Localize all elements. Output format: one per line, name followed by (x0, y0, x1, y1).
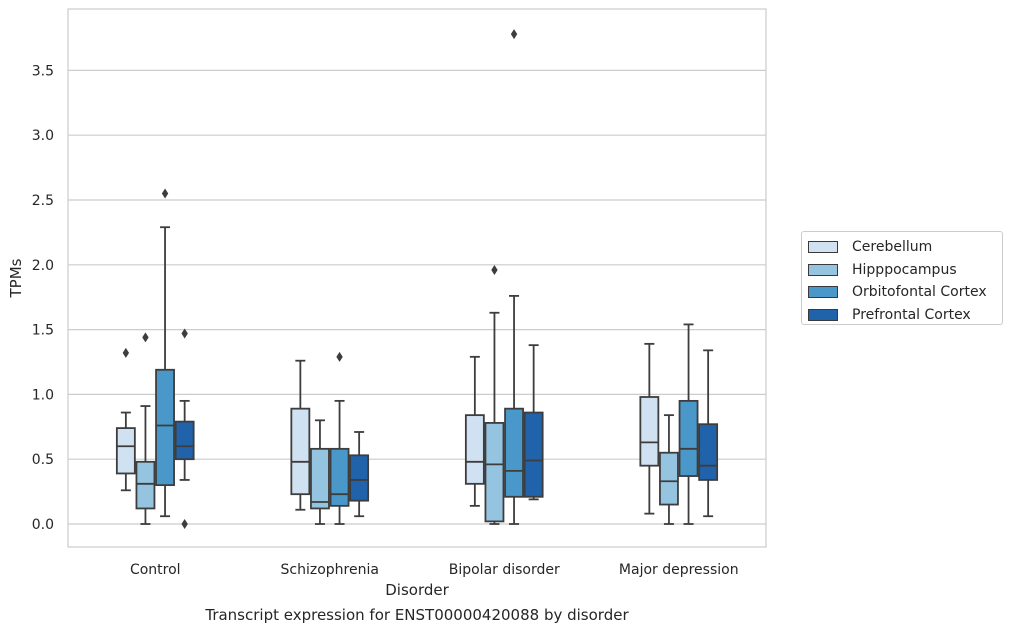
outlier-point (161, 188, 169, 199)
outlier-point (122, 347, 130, 358)
legend-item-orbitofrontal-cortex: Orbitofontal Cortex (808, 281, 1002, 304)
outlier-point (336, 351, 343, 362)
legend-swatch-hippocampus (808, 263, 838, 276)
outlier-point (491, 264, 498, 275)
x-tick-label: Bipolar disorder (449, 562, 560, 578)
box-hipppocampus-major-depression (659, 414, 679, 525)
outlier-point (142, 332, 149, 343)
plot-frame (67, 8, 767, 548)
box-body (115, 427, 136, 475)
y-tick-label: 1.0 (32, 387, 54, 403)
box-prefrontal-cortex-schizophrenia (349, 431, 370, 518)
box-body (174, 420, 195, 461)
box-prefrontal-cortex-control (174, 328, 195, 529)
box-body (290, 407, 311, 496)
box-orbitofontal-cortex-major-depression (678, 323, 699, 525)
chart-caption: Transcript expression for ENST0000042008… (205, 606, 629, 624)
box-prefrontal-cortex-major-depression (698, 349, 719, 518)
x-axis-label: Disorder (385, 581, 449, 599)
y-tick-label: 2.5 (32, 193, 54, 209)
box-body (135, 460, 156, 510)
box-orbitofontal-cortex-control (155, 188, 175, 518)
x-axis-ticks: Control Schizophrenia Bipolar disorder Majo… (130, 562, 739, 578)
box-cerebellum-schizophrenia (290, 359, 311, 511)
box-body (659, 451, 679, 506)
box-cerebellum-control (115, 347, 136, 492)
x-tick-label: Schizophrenia (281, 562, 379, 578)
legend-item-cerebellum: Cerebellum (808, 236, 1002, 259)
box-cerebellum-bipolar-disorder (464, 355, 485, 507)
y-tick-label: 3.0 (32, 128, 54, 144)
box-body (310, 447, 330, 510)
box-body (349, 454, 370, 502)
legend: Cerebellum Hipppocampus Orbitofontal Cor… (801, 231, 1003, 325)
y-axis-label: TPMs (7, 258, 25, 298)
legend-item-hippocampus: Hipppocampus (808, 259, 1002, 282)
box-hipppocampus-control (135, 332, 156, 525)
legend-swatch-cerebellum (808, 241, 838, 254)
legend-item-prefrontal-cortex: Prefrontal Cortex (808, 304, 1002, 327)
box-body (698, 423, 719, 481)
y-tick-label: 0.5 (32, 452, 54, 468)
box-hipppocampus-schizophrenia (310, 419, 330, 525)
outlier-point (181, 519, 188, 529)
y-axis-ticks: 0.0 0.5 1.0 1.5 2.0 2.5 3.0 3.5 (32, 63, 54, 533)
box-body (329, 447, 350, 507)
legend-label-orbitofrontal-cortex: Orbitofontal Cortex (852, 284, 987, 301)
box-orbitofontal-cortex-schizophrenia (329, 351, 350, 525)
y-tick-label: 1.5 (32, 323, 54, 339)
y-tick-label: 2.0 (32, 258, 54, 274)
box-hipppocampus-bipolar-disorder (484, 264, 505, 525)
plot-area (115, 29, 719, 529)
legend-label-cerebellum: Cerebellum (852, 239, 933, 256)
outlier-point (510, 29, 518, 40)
x-tick-label: Major depression (619, 562, 739, 578)
outlier-point (181, 328, 188, 339)
legend-label-prefrontal-cortex: Prefrontal Cortex (852, 307, 971, 324)
box-orbitofontal-cortex-bipolar-disorder (504, 29, 524, 525)
box-cerebellum-major-depression (639, 342, 660, 515)
box-body (155, 368, 175, 487)
box-body (504, 407, 524, 498)
box-body (464, 414, 485, 485)
box-body (484, 422, 505, 523)
box-body (678, 399, 699, 477)
x-tick-label: Control (130, 562, 181, 578)
box-body (523, 411, 544, 498)
legend-swatch-prefrontal-cortex (808, 309, 838, 322)
box-body (639, 396, 660, 467)
y-tick-label: 3.5 (32, 63, 54, 79)
y-tick-label: 0.0 (32, 517, 54, 533)
box-prefrontal-cortex-bipolar-disorder (523, 344, 544, 501)
legend-label-hippocampus: Hipppocampus (852, 261, 957, 278)
legend-swatch-orbitofrontal-cortex (808, 286, 838, 299)
